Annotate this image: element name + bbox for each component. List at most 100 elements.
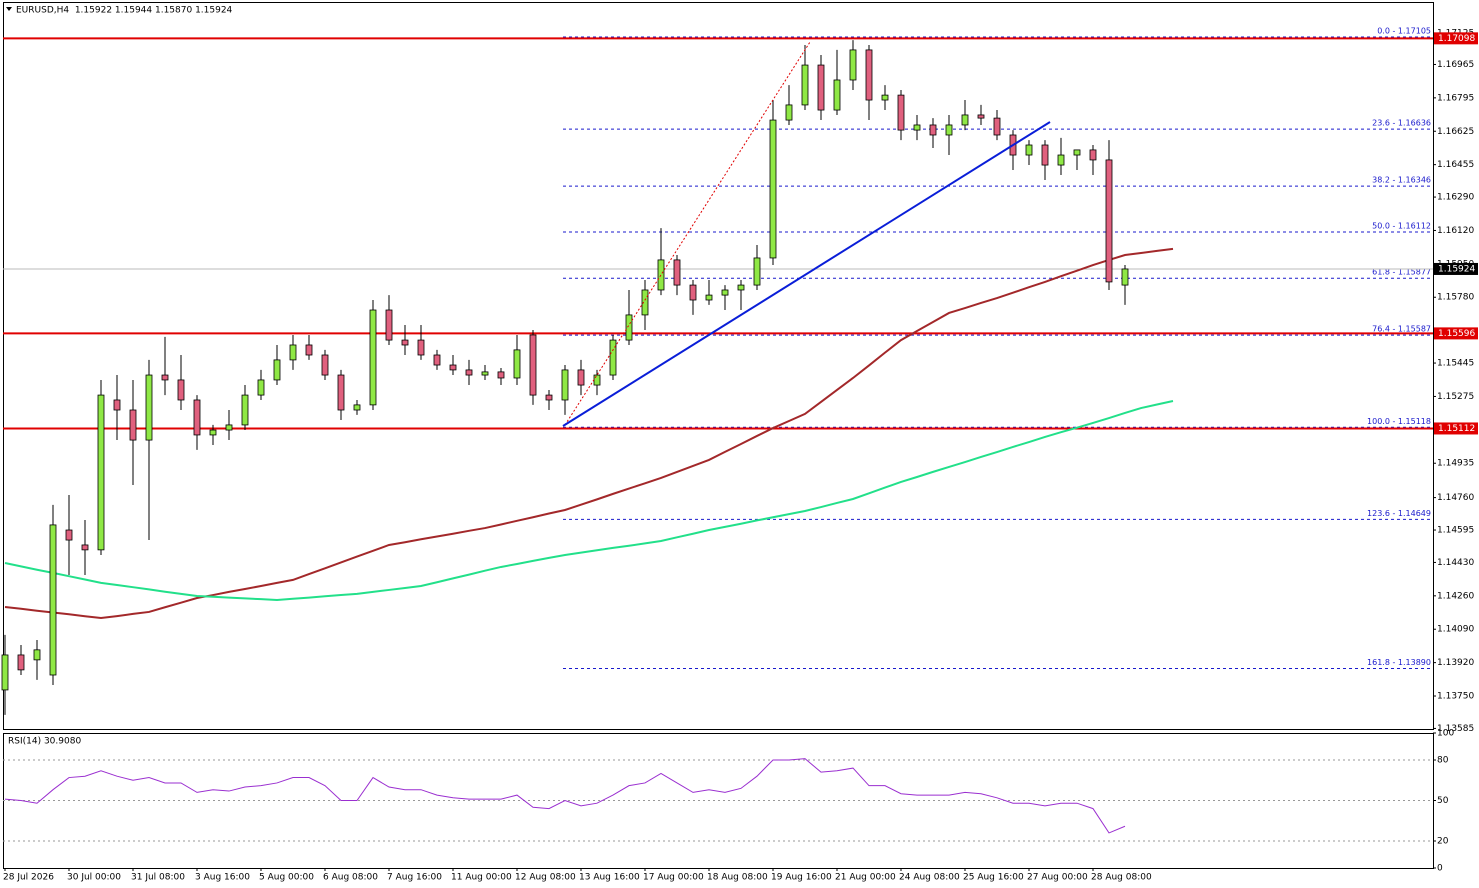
y-tick-label: 1.14430 — [1437, 558, 1474, 568]
y-tick-label: 100 — [1437, 729, 1454, 739]
candle-body — [385, 309, 393, 341]
candle-body — [513, 349, 521, 379]
last-price-box — [1434, 262, 1478, 275]
candle-body — [161, 374, 169, 381]
level-price-box — [1434, 327, 1478, 340]
candle-body — [993, 117, 1001, 136]
fib-label: 61.8 - 1.15877 — [1372, 268, 1431, 277]
candle-body — [81, 544, 89, 551]
candle-body — [225, 424, 233, 431]
fib-label: 0.0 - 1.17105 — [1377, 26, 1431, 35]
candle-body — [785, 104, 793, 121]
y-tick-label: 1.15780 — [1437, 293, 1474, 303]
candle-body — [113, 399, 121, 411]
y-tick-label: 1.16965 — [1437, 60, 1474, 70]
candle-body — [737, 284, 745, 291]
moving-average — [4, 247, 1174, 620]
candle-body — [481, 371, 489, 376]
y-tick-label: 0 — [1437, 864, 1443, 874]
y-tick-label: 1.13585 — [1437, 724, 1474, 734]
last-price-label: 1.15924 — [1438, 264, 1475, 274]
x-tick-label: 11 Aug 00:00 — [451, 873, 512, 883]
candle-body — [1041, 144, 1049, 166]
candle-body — [241, 394, 249, 426]
candle-body — [321, 354, 329, 376]
candle-body — [705, 294, 713, 301]
candle-body — [977, 114, 985, 119]
candle-body — [833, 79, 841, 111]
x-tick-label: 31 Jul 08:00 — [131, 873, 185, 883]
x-tick-label: 12 Aug 08:00 — [515, 873, 576, 883]
candle-body — [769, 119, 777, 259]
x-tick-label: 28 Aug 08:00 — [1091, 873, 1152, 883]
candle-body — [609, 339, 617, 376]
fib-label: 23.6 - 1.16636 — [1372, 119, 1431, 128]
x-tick-label: 24 Aug 08:00 — [899, 873, 960, 883]
moving-average — [4, 399, 1174, 601]
candle-body — [97, 394, 105, 551]
candle-body — [625, 314, 633, 341]
candle-body — [433, 354, 441, 366]
candle-body — [817, 64, 825, 111]
candle-body — [129, 409, 137, 441]
candle-body — [545, 394, 553, 401]
rsi-line — [4, 758, 1126, 834]
candle-body — [529, 334, 537, 396]
candle-body — [17, 654, 25, 671]
candle-body — [177, 379, 185, 401]
candle-body — [289, 344, 297, 361]
candle-body — [689, 284, 697, 301]
candle-body — [945, 124, 953, 136]
y-tick-label: 1.16290 — [1437, 193, 1474, 203]
y-tick-label: 1.14090 — [1437, 625, 1474, 635]
level-price-box — [1434, 32, 1478, 45]
candle-body — [401, 339, 409, 346]
candle-body — [849, 49, 857, 81]
candle-body — [1, 654, 9, 691]
x-tick-label: 7 Aug 16:00 — [387, 873, 442, 883]
candle-body — [497, 371, 505, 379]
candle-body — [673, 259, 681, 286]
level-price-box — [1434, 422, 1478, 435]
candle-body — [1121, 268, 1129, 286]
candle-body — [881, 94, 889, 101]
x-tick-label: 13 Aug 16:00 — [579, 873, 640, 883]
x-tick-label: 6 Aug 08:00 — [323, 873, 378, 883]
candle-body — [1105, 159, 1113, 283]
candle-body — [1057, 154, 1065, 166]
candle-body — [865, 49, 873, 101]
candle-body — [353, 404, 361, 411]
menu-triangle — [6, 7, 12, 11]
x-tick-label: 17 Aug 00:00 — [643, 873, 704, 883]
candle-body — [721, 289, 729, 296]
candle-body — [33, 649, 41, 661]
y-tick-label: 1.16455 — [1437, 160, 1474, 170]
candle-body — [465, 369, 473, 376]
candle-body — [209, 429, 217, 436]
candle-body — [257, 379, 265, 396]
candle-body — [641, 289, 649, 316]
x-tick-label: 21 Aug 00:00 — [835, 873, 896, 883]
x-tick-label: 5 Aug 00:00 — [259, 873, 314, 883]
candle-body — [561, 369, 569, 401]
y-tick-label: 1.13750 — [1437, 692, 1474, 702]
candle-body — [305, 344, 313, 356]
fib-label: 161.8 - 1.13890 — [1367, 658, 1431, 667]
x-tick-label: 19 Aug 16:00 — [771, 873, 832, 883]
x-tick-label: 18 Aug 08:00 — [707, 873, 768, 883]
x-tick-label: 25 Aug 16:00 — [963, 873, 1024, 883]
fib-label: 38.2 - 1.16346 — [1372, 176, 1431, 185]
candle-body — [801, 64, 809, 106]
y-tick-label: 1.14760 — [1437, 493, 1474, 503]
candle-body — [273, 359, 281, 381]
y-tick-label: 1.14260 — [1437, 591, 1474, 601]
level-price-label: 1.15112 — [1438, 424, 1475, 434]
candle-body — [417, 339, 425, 356]
candle-body — [145, 374, 153, 441]
candle-body — [449, 364, 457, 371]
y-tick-label: 1.16625 — [1437, 127, 1474, 137]
candle-body — [193, 399, 201, 436]
fib-label: 123.6 - 1.14649 — [1367, 509, 1431, 518]
y-tick-label: 20 — [1437, 837, 1449, 847]
